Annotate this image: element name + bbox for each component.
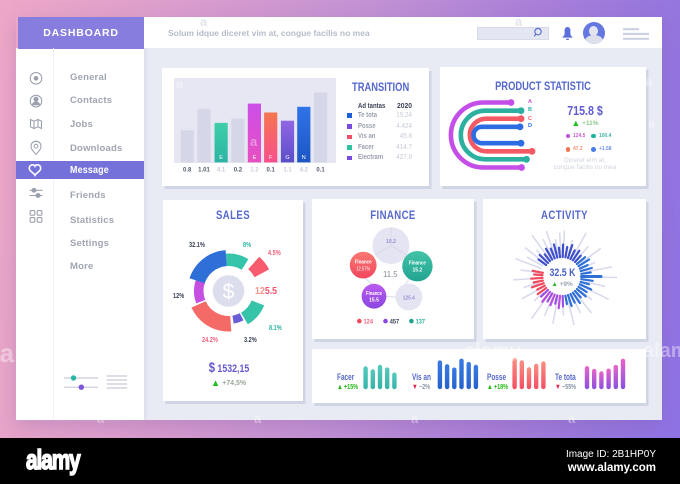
svg-text:Finance: Finance [409, 261, 426, 267]
svg-text:1.1: 1.1 [283, 168, 292, 174]
svg-text:15.5: 15.5 [369, 298, 379, 304]
svg-text:137: 137 [416, 319, 426, 325]
svg-text:F: F [269, 155, 273, 161]
svg-text:4.1: 4.1 [217, 168, 226, 174]
svg-text:0.8: 0.8 [183, 168, 192, 174]
svg-text:12.57%: 12.57% [356, 267, 370, 273]
svg-text:0.2: 0.2 [234, 168, 243, 174]
svg-text:15.2: 15.2 [413, 268, 423, 274]
svg-text:4.2: 4.2 [300, 168, 309, 174]
svg-text:0.1: 0.1 [267, 168, 276, 174]
svg-text:0.1: 0.1 [316, 168, 325, 174]
svg-text:10.2: 10.2 [386, 239, 396, 245]
svg-text:1.2: 1.2 [250, 168, 259, 174]
svg-text:1.01: 1.01 [198, 168, 210, 174]
svg-text:11.5: 11.5 [383, 269, 398, 279]
svg-text:G: G [285, 155, 289, 161]
svg-text:Finance: Finance [366, 291, 382, 297]
svg-text:E: E [219, 155, 223, 161]
svg-text:E: E [253, 155, 257, 161]
svg-text:$: $ [223, 281, 235, 304]
svg-text:125.4: 125.4 [403, 296, 416, 302]
svg-text:Finance: Finance [355, 260, 372, 266]
svg-text:124: 124 [364, 319, 374, 325]
svg-text:457: 457 [390, 319, 400, 325]
svg-text:N: N [302, 155, 306, 161]
